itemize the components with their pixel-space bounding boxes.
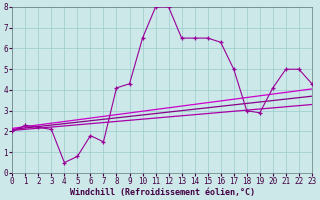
X-axis label: Windchill (Refroidissement éolien,°C): Windchill (Refroidissement éolien,°C) [69,188,255,197]
